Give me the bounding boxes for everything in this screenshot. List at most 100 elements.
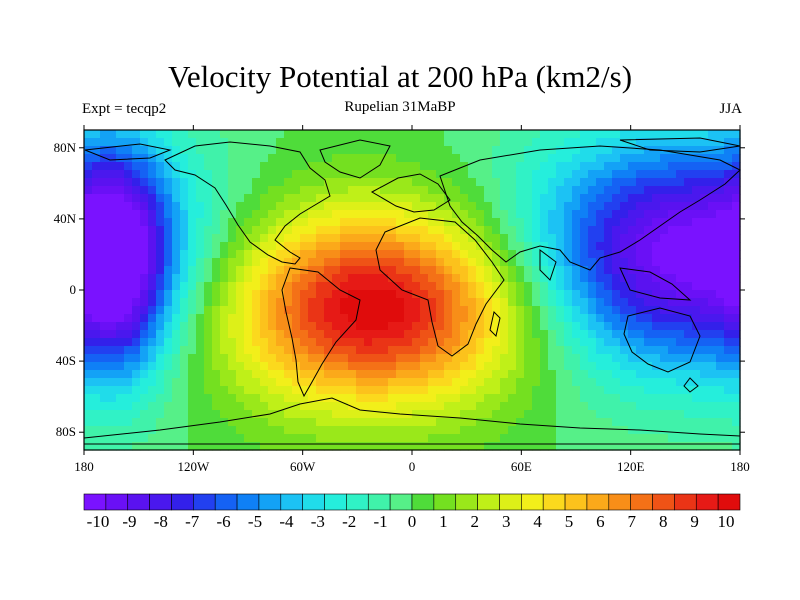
field-cell xyxy=(692,434,701,443)
field-cell xyxy=(364,282,373,291)
field-cell xyxy=(676,410,685,419)
field-cell xyxy=(412,434,421,443)
field-cell xyxy=(460,210,469,219)
field-cell xyxy=(140,330,149,339)
field-cell xyxy=(476,178,485,187)
field-cell xyxy=(100,314,109,323)
field-cell xyxy=(492,282,501,291)
field-cell xyxy=(676,306,685,315)
field-cell xyxy=(356,178,365,187)
field-cell xyxy=(628,330,637,339)
field-cell xyxy=(164,442,173,451)
field-cell xyxy=(348,370,357,379)
field-cell xyxy=(724,250,733,259)
field-cell xyxy=(516,242,525,251)
field-cell xyxy=(404,346,413,355)
field-cell xyxy=(508,242,517,251)
field-cell xyxy=(276,282,285,291)
field-cell xyxy=(268,410,277,419)
field-cell xyxy=(292,290,301,299)
field-cell xyxy=(668,362,677,371)
field-cell xyxy=(92,322,101,331)
field-cell xyxy=(132,218,141,227)
field-cell xyxy=(228,290,237,299)
field-cell xyxy=(468,426,477,435)
field-cell xyxy=(284,274,293,283)
field-cell xyxy=(676,250,685,259)
field-cell xyxy=(404,402,413,411)
plot-title: Velocity Potential at 200 hPa (km2/s) xyxy=(167,59,633,94)
field-cell xyxy=(260,170,269,179)
field-cell xyxy=(284,306,293,315)
colorbar-label: -4 xyxy=(279,512,294,531)
field-cell xyxy=(452,394,461,403)
field-cell xyxy=(452,434,461,443)
field-cell xyxy=(156,378,165,387)
field-cell xyxy=(244,154,253,163)
field-cell xyxy=(164,234,173,243)
field-cell xyxy=(220,378,229,387)
field-cell xyxy=(620,306,629,315)
field-cell xyxy=(540,210,549,219)
field-cell xyxy=(540,274,549,283)
field-cell xyxy=(620,362,629,371)
field-cell xyxy=(580,138,589,147)
field-cell xyxy=(628,418,637,427)
field-cell xyxy=(164,314,173,323)
field-cell xyxy=(212,258,221,267)
field-cell xyxy=(692,362,701,371)
field-cell xyxy=(436,234,445,243)
field-cell xyxy=(620,218,629,227)
field-cell xyxy=(500,178,509,187)
field-cell xyxy=(316,218,325,227)
field-cell xyxy=(212,322,221,331)
field-cell xyxy=(404,130,413,139)
field-cell xyxy=(236,370,245,379)
field-cell xyxy=(500,250,509,259)
field-cell xyxy=(556,266,565,275)
field-cell xyxy=(660,186,669,195)
field-cell xyxy=(308,362,317,371)
field-cell xyxy=(500,346,509,355)
field-cell xyxy=(220,162,229,171)
field-cell xyxy=(188,338,197,347)
field-cell xyxy=(244,266,253,275)
field-cell xyxy=(612,178,621,187)
field-cell xyxy=(716,346,725,355)
field-cell xyxy=(380,346,389,355)
field-cell xyxy=(172,186,181,195)
field-cell xyxy=(732,194,741,203)
field-cell xyxy=(252,386,261,395)
field-cell xyxy=(508,290,517,299)
field-cell xyxy=(388,226,397,235)
field-cell xyxy=(660,258,669,267)
field-cell xyxy=(540,418,549,427)
field-cell xyxy=(700,266,709,275)
field-cell xyxy=(180,394,189,403)
field-cell xyxy=(612,370,621,379)
field-cell xyxy=(420,378,429,387)
field-cell xyxy=(532,154,541,163)
field-cell xyxy=(668,370,677,379)
field-cell xyxy=(332,218,341,227)
field-cell xyxy=(708,370,717,379)
field-cell xyxy=(124,178,133,187)
field-cell xyxy=(484,394,493,403)
field-cell xyxy=(644,186,653,195)
field-cell xyxy=(452,290,461,299)
field-cell xyxy=(508,426,517,435)
field-cell xyxy=(484,162,493,171)
field-cell xyxy=(572,234,581,243)
colorbar-swatch xyxy=(367,493,391,511)
field-cell xyxy=(652,218,661,227)
field-cell xyxy=(572,178,581,187)
field-cell xyxy=(540,402,549,411)
field-cell xyxy=(84,218,93,227)
field-cell xyxy=(588,434,597,443)
field-cell xyxy=(524,330,533,339)
field-cell xyxy=(236,170,245,179)
field-cell xyxy=(348,274,357,283)
field-cell xyxy=(588,370,597,379)
field-cell xyxy=(364,434,373,443)
field-cell xyxy=(252,146,261,155)
